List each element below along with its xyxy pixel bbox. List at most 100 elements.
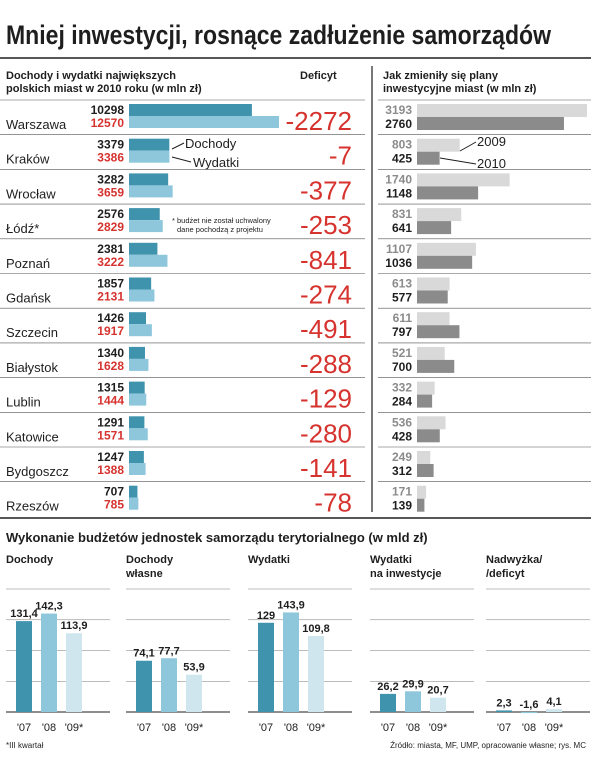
plan-2009-bar xyxy=(417,242,476,256)
x-tick-label: '07 xyxy=(259,722,273,734)
deficit-value: -253 xyxy=(300,210,352,240)
source-note: Źródło: miasta, MF, UMP, opracowanie wła… xyxy=(390,741,586,750)
panel-title: Wydatki xyxy=(370,554,412,566)
expense-value: 2131 xyxy=(97,290,124,304)
expense-value: 12570 xyxy=(91,116,125,130)
plan-2010-value: 1036 xyxy=(385,256,412,270)
deficit-value: -7 xyxy=(329,141,352,171)
plan-2010-bar xyxy=(417,186,479,200)
plan-2009-bar xyxy=(417,138,460,152)
expense-value: 3386 xyxy=(97,151,124,165)
plan-2010-value: 1148 xyxy=(386,186,412,200)
plan-2010-bar xyxy=(417,290,448,304)
plan-2009-value: 613 xyxy=(392,277,412,291)
x-tick-label: '08 xyxy=(406,722,420,734)
budget-bar xyxy=(430,697,446,712)
expense-bar xyxy=(129,497,139,510)
plan-2010-value: 425 xyxy=(392,152,412,166)
plan-2010-value: 577 xyxy=(392,291,412,305)
budget-value-label: 143,9 xyxy=(277,599,305,611)
main-title: Mniej inwestycji, rosnące zadłużenie sam… xyxy=(6,20,552,50)
expense-bar xyxy=(129,254,168,267)
budget-bar xyxy=(16,621,32,712)
x-tick-label: '07 xyxy=(497,722,511,734)
deficit-value: -274 xyxy=(300,280,352,310)
budget-bar xyxy=(405,691,421,712)
city-name: Poznań xyxy=(6,256,50,271)
plan-2010-bar xyxy=(417,151,440,165)
plan-2010-bar xyxy=(417,255,473,269)
plan-2009-bar xyxy=(417,381,435,395)
plan-2009-value: 611 xyxy=(393,311,413,325)
deficit-value: -288 xyxy=(300,349,352,379)
x-tick-label: '07 xyxy=(137,722,151,734)
budget-value-label: 2,3 xyxy=(496,697,511,709)
plan-2009-bar xyxy=(417,416,446,430)
x-tick-label: '09* xyxy=(429,722,448,734)
budget-bar xyxy=(380,693,396,712)
budget-bar xyxy=(496,710,512,712)
income-value: 3379 xyxy=(97,138,124,152)
plan-2010-bar xyxy=(417,325,460,339)
plan-2009-bar xyxy=(417,277,450,291)
income-value: 1247 xyxy=(97,450,124,464)
panel-title: Wydatki xyxy=(248,554,290,566)
expense-value: 1628 xyxy=(97,359,124,373)
budget-value-label: 20,7 xyxy=(427,685,448,697)
plan-2009-value: 171 xyxy=(392,485,412,499)
budget-bar xyxy=(258,622,274,712)
income-value: 10298 xyxy=(91,103,125,117)
expense-value: 2829 xyxy=(97,220,124,234)
plan-2010-bar xyxy=(417,359,455,373)
expense-bar xyxy=(129,116,279,128)
income-bar xyxy=(129,208,160,221)
income-bar xyxy=(129,173,169,186)
expense-bar xyxy=(129,358,149,371)
deficit-value: -491 xyxy=(300,314,352,344)
city-name: Lublin xyxy=(6,395,41,410)
deficit-value: -129 xyxy=(300,384,352,414)
deficit-value: -2272 xyxy=(286,106,353,136)
expense-value: 1571 xyxy=(97,428,124,442)
budget-value-label: 113,9 xyxy=(61,620,88,632)
budget-value-label: 131,4 xyxy=(10,608,38,620)
plan-2010-value: 700 xyxy=(392,360,412,374)
budget-value-label: 129 xyxy=(257,610,275,622)
plan-2010-value: 139 xyxy=(392,499,412,513)
budget-value-label: -1,6 xyxy=(520,699,539,711)
plans-chart-title-line2: inwestycyjne miast (w mln zł) xyxy=(383,83,537,95)
expense-bar xyxy=(129,428,148,441)
income-bar xyxy=(129,277,152,290)
city-name: Warszawa xyxy=(6,117,67,132)
callout-2010: 2010 xyxy=(477,156,506,171)
budget-panels: Dochody 131,4 '07 142,3 '08 113,9 '09* Dochody w… xyxy=(6,554,590,734)
budget-bar xyxy=(521,712,537,714)
callout-dochody: Dochody xyxy=(185,136,237,151)
income-value: 707 xyxy=(104,485,124,499)
budget-value-label: 4,1 xyxy=(546,696,561,708)
x-tick-label: '08 xyxy=(42,722,56,734)
expense-value: 3659 xyxy=(97,185,124,199)
panel-title: Nadwyżka/ xyxy=(486,554,542,566)
deficit-value: -841 xyxy=(300,245,352,275)
income-bar xyxy=(129,381,145,394)
plan-2009-bar xyxy=(417,208,462,222)
panel-title: Dochody xyxy=(126,554,174,566)
expense-value: 1917 xyxy=(97,324,124,338)
callout-2010-line xyxy=(439,157,477,165)
callout-dochody-line xyxy=(171,142,185,150)
x-tick-label: '08 xyxy=(284,722,298,734)
income-value: 1315 xyxy=(97,381,124,395)
panel-title: własne xyxy=(125,568,163,580)
plan-2010-bar xyxy=(417,464,434,477)
plan-2010-value: 428 xyxy=(392,429,412,443)
x-tick-label: '08 xyxy=(162,722,176,734)
expense-bar xyxy=(129,324,152,337)
budget-bar xyxy=(66,633,82,712)
income-value: 1291 xyxy=(97,415,124,429)
expense-bar xyxy=(129,463,146,475)
plans-chart-title-line1: Jak zmieniły się plany xyxy=(383,70,499,82)
plan-2010-bar xyxy=(417,429,440,443)
budget-bar xyxy=(186,674,202,712)
